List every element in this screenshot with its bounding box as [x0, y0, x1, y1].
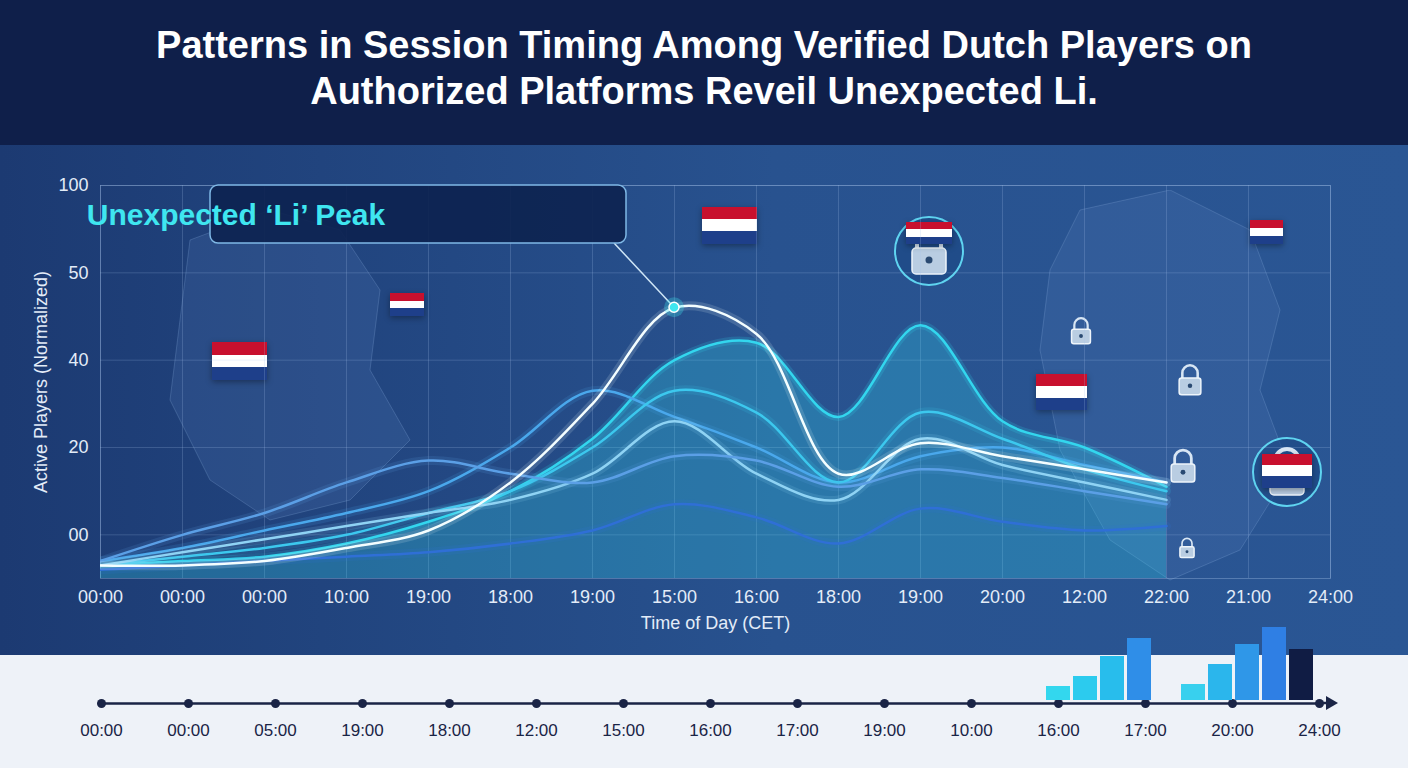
svg-text:10:00: 10:00 [950, 721, 993, 740]
svg-text:00:00: 00:00 [242, 587, 287, 607]
svg-text:19:00: 19:00 [898, 587, 943, 607]
svg-text:00:00: 00:00 [80, 721, 123, 740]
html-text:Patterns in Session Timing Amo: Patterns in Session Timing Among Verifie… [156, 24, 1252, 112]
svg-text:Time of Day (CET): Time of Day (CET) [641, 613, 790, 633]
svg-text:00:00: 00:00 [167, 721, 210, 740]
svg-text:17:00: 17:00 [1124, 721, 1167, 740]
svg-text:19:00: 19:00 [406, 587, 451, 607]
svg-text:19:00: 19:00 [863, 721, 906, 740]
svg-text:00: 00 [68, 525, 88, 545]
svg-text:100: 100 [58, 175, 88, 195]
svg-text:12:00: 12:00 [515, 721, 558, 740]
svg-text:16:00: 16:00 [1037, 721, 1080, 740]
svg-text:Active Players (Normalized): Active Players (Normalized) [31, 271, 51, 493]
svg-text:20:00: 20:00 [980, 587, 1025, 607]
svg-text:19:00: 19:00 [341, 721, 384, 740]
svg-text:16:00: 16:00 [689, 721, 732, 740]
svg-text:50: 50 [68, 263, 88, 283]
svg-text:15:00: 15:00 [652, 587, 697, 607]
svg-text:22:00: 22:00 [1144, 587, 1189, 607]
svg-text:24:00: 24:00 [1308, 587, 1353, 607]
svg-text:20: 20 [68, 437, 88, 457]
svg-text:24:00: 24:00 [1298, 721, 1341, 740]
svg-text:10:00: 10:00 [324, 587, 369, 607]
svg-text:21:00: 21:00 [1226, 587, 1271, 607]
svg-text:15:00: 15:00 [602, 721, 645, 740]
svg-text:00:00: 00:00 [78, 587, 123, 607]
svg-text:20:00: 20:00 [1211, 721, 1254, 740]
svg-text:19:00: 19:00 [570, 587, 615, 607]
svg-text:18:00: 18:00 [816, 587, 861, 607]
svg-text:12:00: 12:00 [1062, 587, 1107, 607]
svg-text:00:00: 00:00 [160, 587, 205, 607]
svg-text:05:00: 05:00 [254, 721, 297, 740]
svg-text:16:00: 16:00 [734, 587, 779, 607]
svg-text:Unexpected ‘Li’ Peak: Unexpected ‘Li’ Peak [87, 198, 386, 231]
svg-text:18:00: 18:00 [488, 587, 533, 607]
svg-text:17:00: 17:00 [776, 721, 819, 740]
svg-text:40: 40 [68, 350, 88, 370]
svg-text:18:00: 18:00 [428, 721, 471, 740]
